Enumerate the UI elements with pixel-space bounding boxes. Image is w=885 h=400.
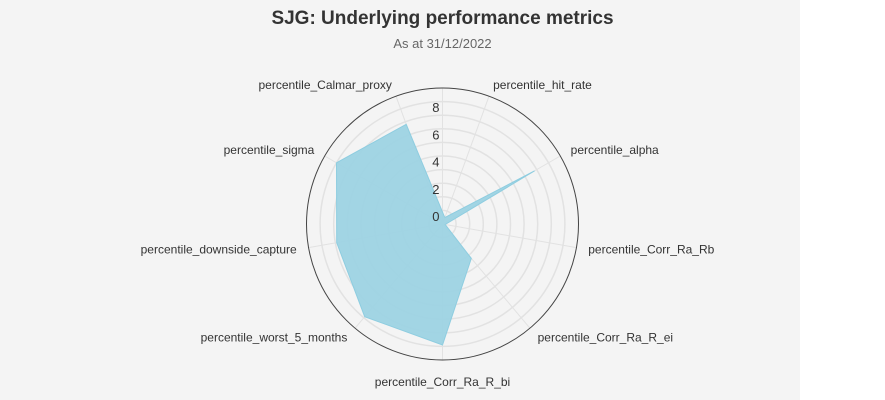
outer-circle [306, 87, 579, 361]
category-label: percentile_alpha [571, 143, 659, 157]
data-point [335, 162, 337, 164]
category-label: percentile_Corr_Ra_R_ei [538, 330, 673, 344]
data-point [442, 344, 443, 346]
angular-grid-line [442, 96, 490, 225]
data-area [335, 123, 535, 346]
data-point [444, 223, 446, 225]
category-label: percentile_sigma [224, 143, 315, 157]
radial-tick-label: 0 [432, 209, 439, 224]
chart-title: SJG: Underlying performance metrics [271, 8, 614, 29]
category-label: percentile_downside_capture [141, 243, 297, 257]
category-label: percentile_hit_rate [493, 78, 592, 92]
data-point [364, 316, 366, 318]
data-point [470, 257, 472, 259]
chart-subtitle: As at 31/12/2022 [393, 36, 492, 51]
radial-tick-label: 6 [432, 127, 439, 142]
data-point [444, 217, 446, 219]
data-point [336, 242, 338, 244]
radial-tick-label: 4 [432, 155, 439, 170]
radial-tick-label: 8 [432, 100, 439, 115]
category-label: percentile_worst_5_months [201, 330, 348, 344]
data-point [533, 170, 535, 172]
radial-tick-label: 2 [432, 182, 439, 197]
angular-grid-line [442, 223, 577, 249]
category-label: percentile_Corr_Ra_Rb [588, 243, 714, 257]
category-label: percentile_Calmar_proxy [258, 78, 391, 92]
data-point [405, 123, 407, 125]
category-label: percentile_Corr_Ra_R_bi [375, 375, 510, 389]
